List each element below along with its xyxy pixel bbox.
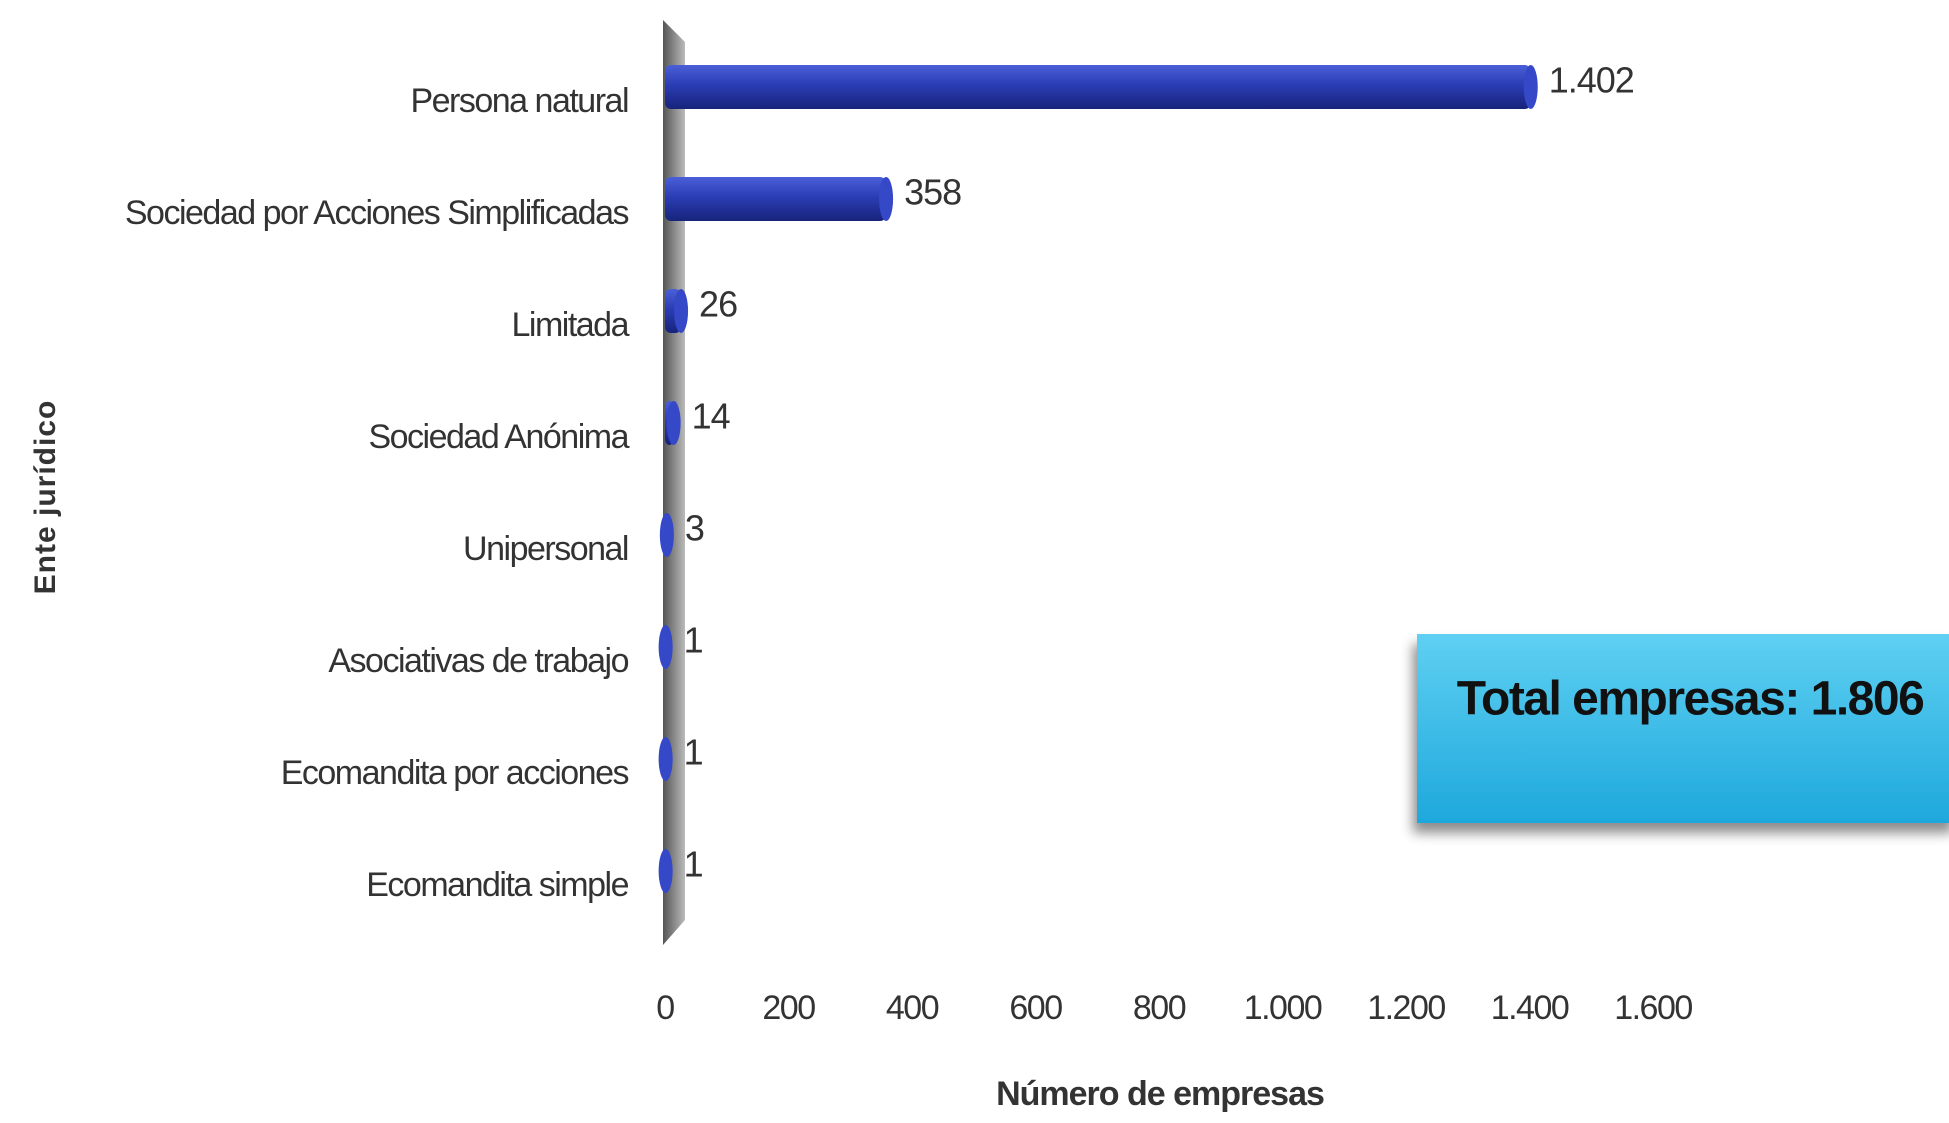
value-label: 3 bbox=[685, 508, 704, 549]
total-annotation: Total empresas: 1.806 bbox=[1457, 673, 1924, 726]
y-tick-label: Sociedad por Acciones Simplificadas bbox=[125, 194, 629, 232]
value-label: 358 bbox=[904, 172, 961, 213]
y-tick-label: Limitada bbox=[511, 306, 629, 344]
x-tick-label: 200 bbox=[762, 989, 815, 1027]
x-tick-label: 1.400 bbox=[1491, 989, 1569, 1027]
y-tick-label: Sociedad Anónima bbox=[368, 418, 629, 456]
bar-cap bbox=[658, 625, 673, 669]
x-tick-label: 1.600 bbox=[1614, 989, 1692, 1027]
value-label: 26 bbox=[699, 284, 737, 325]
bar-cap bbox=[658, 849, 673, 893]
bar-cap bbox=[879, 177, 894, 221]
y-axis-label: Ente jurídico bbox=[29, 400, 62, 595]
y-tick-label: Persona natural bbox=[410, 82, 628, 120]
bar-cap bbox=[674, 289, 689, 333]
value-label: 1.402 bbox=[1549, 60, 1634, 101]
value-label: 1 bbox=[684, 732, 703, 773]
y-tick-label: Ecomandita por acciones bbox=[281, 754, 629, 792]
bar bbox=[665, 65, 1531, 109]
y-tick-label: Ecomandita simple bbox=[366, 866, 628, 904]
value-label: 1 bbox=[684, 620, 703, 661]
x-tick-label: 1.000 bbox=[1244, 989, 1322, 1027]
value-label: 14 bbox=[692, 396, 730, 437]
bar-cap bbox=[659, 513, 674, 557]
total-box bbox=[1417, 634, 1949, 823]
x-tick-label: 1.200 bbox=[1367, 989, 1445, 1027]
bar bbox=[665, 177, 887, 221]
y-tick-label: Unipersonal bbox=[463, 530, 628, 568]
axis-wall bbox=[663, 20, 685, 945]
x-tick-label: 0 bbox=[656, 989, 674, 1027]
x-tick-label: 800 bbox=[1133, 989, 1186, 1027]
x-tick-label: 400 bbox=[886, 989, 939, 1027]
bar-cap bbox=[1523, 65, 1538, 109]
y-tick-label: Asociativas de trabajo bbox=[328, 642, 628, 680]
x-axis-label: Número de empresas bbox=[996, 1075, 1324, 1113]
value-label: 1 bbox=[684, 844, 703, 885]
x-tick-label: 600 bbox=[1009, 989, 1062, 1027]
bar-cap bbox=[666, 401, 681, 445]
bar-cap bbox=[658, 737, 673, 781]
